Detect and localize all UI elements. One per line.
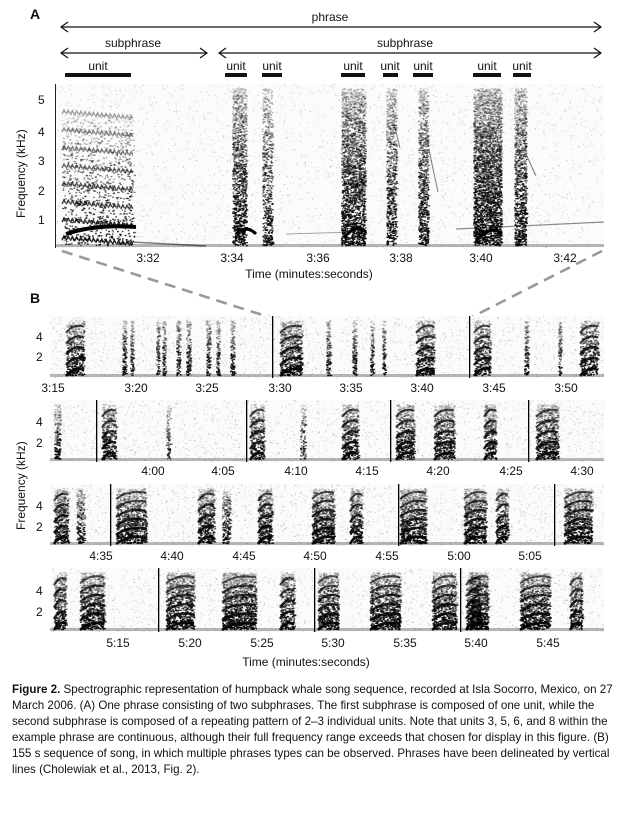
panel-a-ytick-1: 1 bbox=[38, 213, 45, 227]
unit-bar-2 bbox=[225, 73, 247, 77]
row1-ytick-2: 2 bbox=[36, 350, 43, 364]
row3-xtick-2: 4:40 bbox=[160, 549, 183, 563]
zoom-connector-lines bbox=[61, 249, 603, 320]
row3-spectrogram bbox=[50, 484, 604, 546]
panel-a-ytick-3: 3 bbox=[38, 154, 45, 168]
unit-label-2: unit bbox=[226, 59, 245, 73]
unit-label-1: unit bbox=[88, 59, 107, 73]
subphrase-label-1: subphrase bbox=[105, 36, 161, 50]
row3-ytick-2: 2 bbox=[36, 520, 43, 534]
row2-xtick-2: 4:05 bbox=[211, 464, 234, 478]
row2-xtick-7: 4:30 bbox=[570, 464, 593, 478]
row2-xtick-5: 4:20 bbox=[426, 464, 449, 478]
unit-bar-1 bbox=[65, 73, 131, 77]
row1-spectrogram bbox=[50, 316, 604, 378]
panel-b-label: B bbox=[30, 290, 40, 306]
row4-xtick-5: 5:35 bbox=[393, 636, 416, 650]
unit-bar-6 bbox=[413, 73, 433, 77]
row1-xtick-2: 3:20 bbox=[124, 381, 147, 395]
phrase-arrow bbox=[59, 21, 603, 33]
panel-a-xtick-4: 3:38 bbox=[389, 251, 412, 265]
row2-spectrogram bbox=[50, 400, 604, 462]
panel-a-label: A bbox=[30, 6, 40, 22]
unit-bar-7 bbox=[473, 73, 501, 77]
row3-xtick-5: 4:55 bbox=[375, 549, 398, 563]
panel-a-ytick-2: 2 bbox=[38, 184, 45, 198]
row4-xtick-1: 5:15 bbox=[106, 636, 129, 650]
unit-label-5: unit bbox=[380, 59, 399, 73]
caption-text: Spectrographic representation of humpbac… bbox=[12, 683, 613, 776]
row1-xtick-5: 3:35 bbox=[339, 381, 362, 395]
unit-label-6: unit bbox=[413, 59, 432, 73]
unit-label-4: unit bbox=[343, 59, 362, 73]
unit-bar-5 bbox=[383, 73, 398, 77]
row3-xtick-7: 5:05 bbox=[518, 549, 541, 563]
figure-caption: Figure 2. Spectrographic representation … bbox=[12, 682, 618, 778]
row1-xtick-8: 3:50 bbox=[554, 381, 577, 395]
row2-xtick-6: 4:25 bbox=[499, 464, 522, 478]
row4-xtick-2: 5:20 bbox=[178, 636, 201, 650]
unit-label-3: unit bbox=[262, 59, 281, 73]
caption-title: Figure 2. bbox=[12, 683, 60, 696]
row4-ytick-4: 4 bbox=[36, 584, 43, 598]
subphrase-arrow-1 bbox=[59, 47, 209, 59]
row1-xtick-4: 3:30 bbox=[268, 381, 291, 395]
panel-b-y-axis-label: Frequency (kHz) bbox=[14, 441, 28, 530]
unit-bar-8 bbox=[513, 73, 531, 77]
row1-ytick-4: 4 bbox=[36, 330, 43, 344]
row2-xtick-3: 4:10 bbox=[284, 464, 307, 478]
subphrase-label-2: subphrase bbox=[377, 36, 433, 50]
panel-a-x-axis-label: Time (minutes:seconds) bbox=[245, 267, 373, 281]
row2-ytick-4: 4 bbox=[36, 415, 43, 429]
phrase-label: phrase bbox=[312, 10, 349, 24]
row4-xtick-6: 5:40 bbox=[464, 636, 487, 650]
row2-ytick-2: 2 bbox=[36, 436, 43, 450]
panel-a-spectrogram bbox=[56, 84, 604, 248]
row3-xtick-6: 5:00 bbox=[447, 549, 470, 563]
row4-xtick-4: 5:30 bbox=[321, 636, 344, 650]
panel-a-xtick-1: 3:32 bbox=[136, 251, 159, 265]
panel-a-ytick-4: 4 bbox=[38, 125, 45, 139]
row1-xtick-1: 3:15 bbox=[41, 381, 64, 395]
row1-xtick-6: 3:40 bbox=[410, 381, 433, 395]
row4-ytick-2: 2 bbox=[36, 605, 43, 619]
panel-a-xtick-5: 3:40 bbox=[469, 251, 492, 265]
row4-spectrogram bbox=[50, 568, 604, 632]
row3-xtick-4: 4:50 bbox=[303, 549, 326, 563]
unit-bar-3 bbox=[262, 73, 282, 77]
panel-a-xtick-2: 3:34 bbox=[220, 251, 243, 265]
row1-xtick-3: 3:25 bbox=[195, 381, 218, 395]
row4-xtick-7: 5:45 bbox=[536, 636, 559, 650]
row3-xtick-3: 4:45 bbox=[232, 549, 255, 563]
panel-a-xtick-3: 3:36 bbox=[306, 251, 329, 265]
unit-label-7: unit bbox=[477, 59, 496, 73]
panel-b-x-axis-label: Time (minutes:seconds) bbox=[242, 655, 370, 669]
row1-xtick-7: 3:45 bbox=[482, 381, 505, 395]
unit-label-8: unit bbox=[512, 59, 531, 73]
row4-xtick-3: 5:25 bbox=[250, 636, 273, 650]
row3-xtick-1: 4:35 bbox=[89, 549, 112, 563]
row2-xtick-4: 4:15 bbox=[355, 464, 378, 478]
row2-xtick-1: 4:00 bbox=[141, 464, 164, 478]
row3-ytick-4: 4 bbox=[36, 499, 43, 513]
subphrase-arrow-2 bbox=[217, 47, 603, 59]
panel-a-y-axis-line bbox=[55, 84, 56, 248]
unit-bar-4 bbox=[341, 73, 365, 77]
panel-a-ytick-5: 5 bbox=[38, 93, 45, 107]
panel-a-xtick-6: 3:42 bbox=[553, 251, 576, 265]
